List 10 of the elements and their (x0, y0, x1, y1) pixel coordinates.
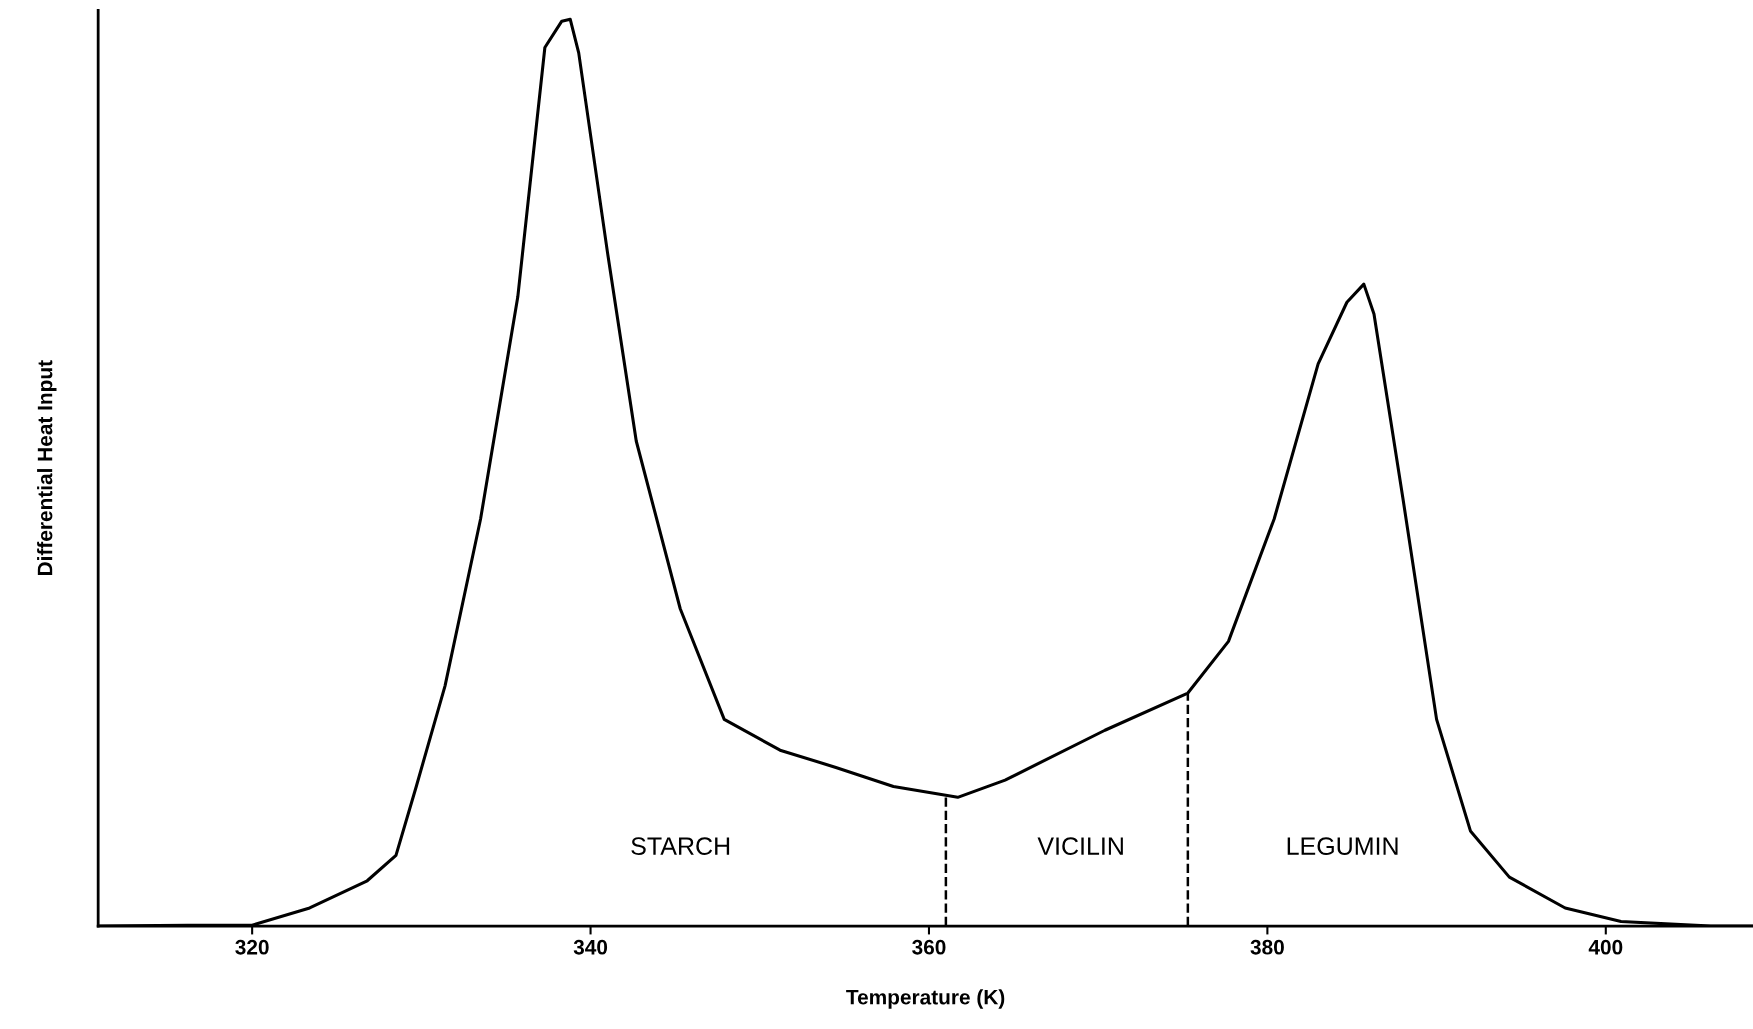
x-axis-title: Temperature (K) (846, 989, 1005, 1009)
x-tick-label: 320 (235, 939, 269, 955)
annotation: LEGUMIN (1287, 837, 1398, 855)
annotation: STARCH (631, 837, 730, 855)
x-tick-label: 400 (1588, 939, 1623, 955)
x-tick-label: 340 (573, 939, 608, 955)
x-tick-label: 380 (1250, 939, 1284, 955)
y-axis-title: Differential Heat Input (37, 360, 57, 576)
annotation: VICILIN (1037, 837, 1123, 855)
x-tick-label: 360 (912, 939, 946, 955)
